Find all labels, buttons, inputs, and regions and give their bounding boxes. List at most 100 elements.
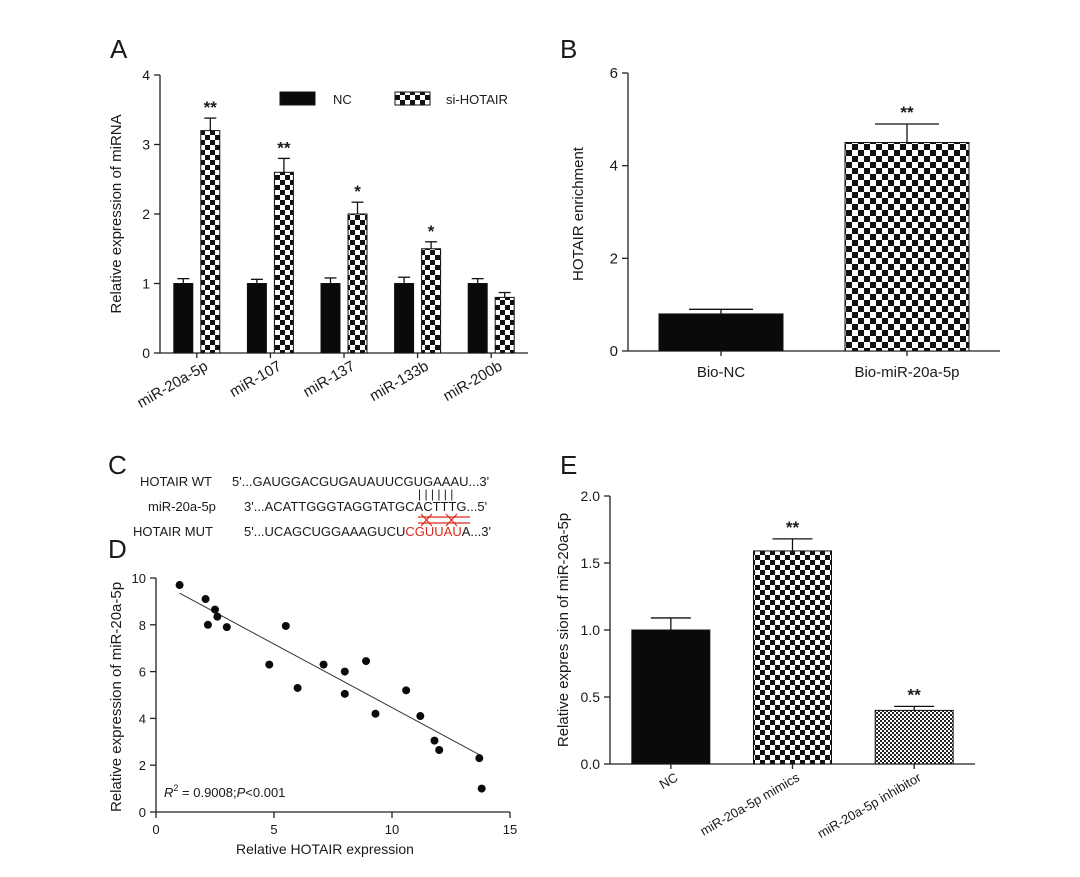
correlation-annotation: R2 = 0.9008;P<0.001 — [164, 783, 285, 800]
bar-si-hotair — [347, 213, 368, 354]
bar-si-hotair — [421, 248, 442, 354]
mut-seq-prefix: 5'...UCAGCUGGAAAGUCU — [244, 524, 405, 539]
y-tick-label: 0 — [142, 345, 150, 361]
scatter-point — [340, 667, 349, 676]
significance-mark: ** — [204, 98, 218, 117]
annotation-superscript: 2 — [173, 783, 178, 793]
y-tick-label: 4 — [139, 711, 146, 726]
y-tick-label: 2 — [142, 206, 150, 222]
x-tick-label: miR-133b — [367, 358, 432, 405]
panel-label-c: C — [108, 450, 127, 480]
y-tick-label: 6 — [610, 65, 618, 82]
bar-nc — [320, 283, 341, 354]
scatter-point — [281, 621, 290, 630]
y-tick-label: 0 — [139, 805, 146, 820]
panel-label-a: A — [110, 34, 128, 64]
y-axis-label: Relative expres sion of miR-20a-5p — [555, 513, 572, 747]
mir-label: miR-20a-5p — [148, 499, 216, 514]
y-tick-label: 6 — [139, 665, 146, 680]
significance-mark: ** — [277, 138, 291, 157]
y-tick-label: 1.0 — [581, 622, 601, 638]
x-tick-label: miR-107 — [227, 358, 285, 401]
annotation-p-value: <0.001 — [245, 785, 285, 800]
scatter-point — [319, 660, 328, 669]
scatter-point — [416, 712, 425, 721]
significance-mark: ** — [908, 685, 922, 704]
mut-sequence: 5'...UCAGCUGGAAAGUCUCGUUAUA...3' — [244, 524, 491, 539]
y-tick-label: 2 — [139, 758, 146, 773]
wt-label: HOTAIR WT — [140, 474, 212, 489]
bar-nc — [394, 283, 415, 354]
x-tick-label: miR-20a-5p mimics — [698, 769, 803, 838]
mir-sequence: 3'...ACATTGGGTAGGTATGCACTTTG...5' — [244, 499, 487, 514]
mut-label: HOTAIR MUT — [133, 524, 213, 539]
significance-mark: * — [354, 182, 361, 201]
scatter-point — [477, 784, 486, 793]
annotation-r: R — [164, 785, 173, 800]
wt-sequence: 5'...GAUGGACGUGAUAUUCGUGAAAU...3' — [232, 474, 489, 489]
mut-seq-mutated: CGUUAU — [405, 524, 461, 539]
bar — [658, 313, 784, 352]
panel-label-e: E — [560, 450, 577, 480]
bar — [753, 550, 832, 765]
y-tick-label: 8 — [139, 618, 146, 633]
scatter-point — [362, 657, 371, 666]
scatter-point — [340, 689, 349, 698]
x-tick-label: 10 — [385, 822, 399, 837]
bar — [874, 709, 954, 765]
x-tick-label: miR-20a-5p — [134, 358, 210, 412]
scatter-point — [475, 754, 484, 763]
scatter-point — [402, 686, 411, 695]
significance-mark: * — [428, 222, 435, 241]
bar-nc — [467, 283, 488, 354]
bar-nc — [246, 283, 267, 354]
x-tick-label: 15 — [503, 822, 517, 837]
scatter-point — [293, 683, 302, 692]
scatter-point — [211, 605, 219, 614]
bar — [631, 629, 711, 765]
mismatch-marks — [418, 513, 470, 527]
scatter-point — [201, 595, 210, 604]
legend-label-si-hotair: si-HOTAIR — [446, 92, 508, 107]
y-tick-label: 0.0 — [581, 756, 601, 772]
annotation-r-value: = 0.9008; — [178, 785, 236, 800]
x-tick-label: NC — [657, 770, 681, 792]
scatter-point — [222, 623, 231, 632]
panel-label-d: D — [108, 534, 127, 564]
bar-si-hotair — [273, 171, 294, 354]
x-tick-label: Bio-miR-20a-5p — [854, 364, 959, 381]
x-tick-label: miR-20a-5p inhibitor — [815, 769, 924, 841]
chart-b: 0 2 4 6 HOTAIR enrichment Bio-NC ** Bio-miR-20a… — [570, 65, 1000, 381]
y-tick-label: 1.5 — [581, 555, 601, 571]
y-tick-label: 4 — [610, 158, 618, 175]
chart-e: 0.0 0.5 1.0 1.5 2.0 Relative expres sion of m… — [555, 488, 975, 841]
scatter-point — [435, 745, 444, 754]
y-tick-label: 2.0 — [581, 488, 601, 504]
mut-seq-suffix: A...3' — [462, 524, 491, 539]
y-axis-label: HOTAIR enrichment — [570, 146, 587, 281]
scatter-point — [213, 612, 222, 621]
y-tick-label: 4 — [142, 67, 150, 83]
bar-si-hotair — [200, 130, 221, 354]
regression-line — [179, 592, 480, 756]
bar — [844, 142, 970, 352]
x-tick-label: 5 — [270, 822, 277, 837]
y-axis-label: Relative expression of miRNA — [108, 114, 125, 313]
y-tick-label: 0 — [610, 343, 618, 360]
y-tick-label: 2 — [610, 250, 618, 267]
significance-mark: ** — [786, 518, 800, 537]
y-tick-label: 0.5 — [581, 689, 601, 705]
y-tick-label: 1 — [142, 276, 150, 292]
x-tick-label: 0 — [152, 822, 159, 837]
scatter-point — [265, 660, 274, 669]
x-axis-label: Relative HOTAIR expression — [236, 841, 414, 857]
scatter-point — [430, 736, 439, 745]
y-tick-label: 10 — [132, 571, 146, 586]
legend-swatch-si-hotair — [394, 91, 431, 106]
scatter-point — [175, 581, 184, 590]
legend-label-nc: NC — [333, 92, 352, 107]
panel-label-b: B — [560, 34, 577, 64]
